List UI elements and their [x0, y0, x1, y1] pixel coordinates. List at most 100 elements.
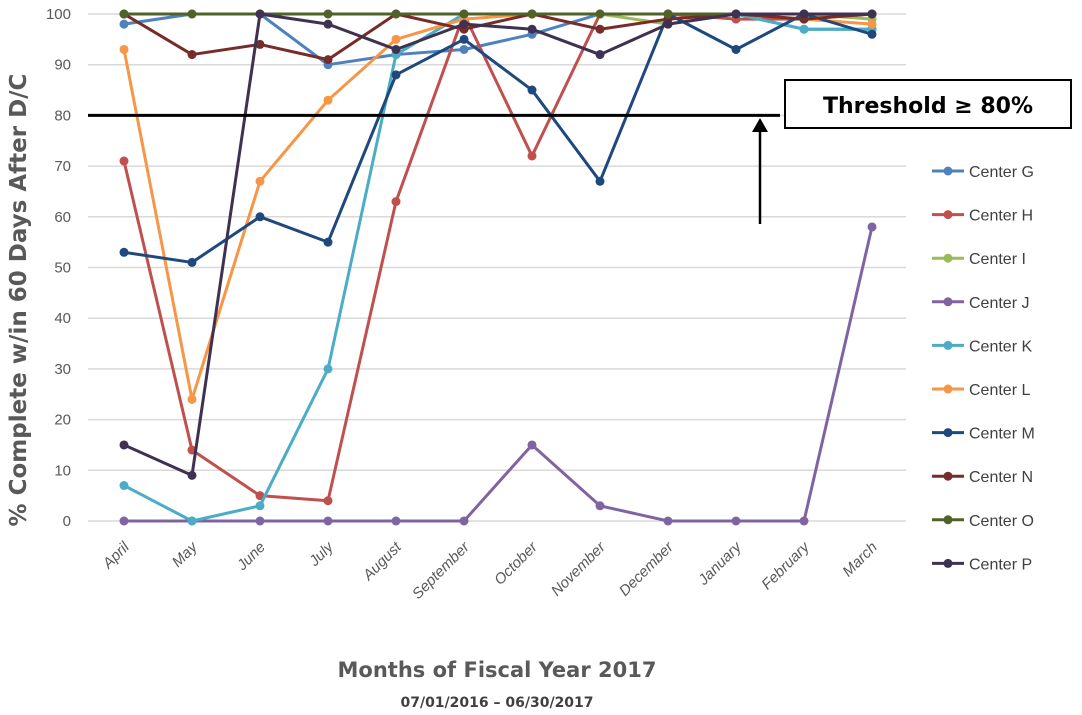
x-tick-label: March: [839, 539, 880, 580]
legend-label: Center L: [969, 382, 1030, 399]
legend-item: Center M: [932, 426, 1035, 443]
y-axis-label: % Complete w/in 60 Days After D/C: [6, 74, 32, 527]
data-point: [731, 516, 741, 526]
legend-label: Center K: [969, 338, 1032, 355]
legend-label: Center O: [969, 513, 1034, 530]
data-point: [187, 257, 197, 267]
legend-swatch-marker: [943, 340, 953, 350]
legend-item: Center G: [932, 164, 1034, 181]
data-point: [119, 44, 129, 54]
y-tick-label: 40: [54, 310, 71, 327]
data-point: [119, 9, 129, 19]
data-point: [391, 516, 401, 526]
data-point: [867, 222, 877, 232]
data-point: [187, 470, 197, 480]
y-axis-ticks: 0 10 20 30 40 50 60 70 80 90 100: [46, 6, 71, 530]
y-tick-label: 80: [54, 107, 71, 124]
legend: Center G Center H Center I Center J Center K…: [932, 164, 1035, 573]
data-point: [119, 247, 129, 257]
legend-label: Center H: [969, 208, 1033, 225]
y-tick-label: 30: [54, 361, 71, 378]
data-point: [391, 44, 401, 54]
data-point: [527, 151, 537, 161]
data-point: [323, 516, 333, 526]
x-tick-label: July: [305, 538, 338, 571]
y-tick-label: 50: [54, 260, 71, 277]
y-tick-label: 20: [54, 412, 71, 429]
data-point: [867, 9, 877, 19]
data-point: [595, 50, 605, 60]
x-axis-ticks: April May June July August September October No…: [99, 538, 881, 603]
y-tick-label: 60: [54, 209, 71, 226]
data-point: [595, 24, 605, 34]
legend-swatch-marker: [943, 297, 953, 307]
legend-label: Center N: [969, 469, 1033, 486]
legend-label: Center I: [969, 251, 1026, 268]
series-group: [119, 9, 877, 267]
data-point: [731, 44, 741, 54]
x-tick-label: April: [99, 538, 133, 572]
x-tick-label: September: [409, 538, 474, 603]
legend-swatch-marker: [943, 384, 953, 394]
y-tick-label: 90: [54, 57, 71, 74]
data-point: [187, 516, 197, 526]
legend-item: Center H: [932, 208, 1033, 225]
data-point: [867, 19, 877, 29]
data-point: [527, 85, 537, 95]
y-tick-label: 0: [63, 513, 71, 530]
data-point: [255, 516, 265, 526]
data-point: [187, 394, 197, 404]
data-point: [459, 516, 469, 526]
data-point: [323, 237, 333, 247]
data-point: [391, 9, 401, 19]
legend-swatch-marker: [943, 471, 953, 481]
data-point: [799, 9, 809, 19]
data-point: [255, 176, 265, 186]
data-point: [323, 364, 333, 374]
legend-label: Center G: [969, 164, 1034, 181]
series-line: [124, 226, 874, 523]
data-point: [459, 9, 469, 19]
legend-label: Center P: [969, 556, 1032, 573]
legend-item: Center L: [932, 382, 1030, 399]
x-tick-label: December: [616, 538, 678, 600]
data-point: [595, 9, 605, 19]
legend-item: Center N: [932, 469, 1033, 486]
data-point: [119, 481, 129, 491]
series-line: [122, 12, 873, 503]
data-point: [731, 9, 741, 19]
legend-item: Center O: [932, 513, 1034, 530]
data-point: [119, 440, 129, 450]
data-point: [323, 19, 333, 29]
data-point: [595, 176, 605, 186]
x-tick-label: February: [758, 538, 814, 594]
data-point: [391, 34, 401, 44]
data-point: [459, 44, 469, 54]
data-point: [527, 440, 537, 450]
x-tick-label: October: [491, 538, 541, 588]
data-point: [323, 55, 333, 65]
data-point: [595, 501, 605, 511]
legend-swatch-marker: [943, 166, 953, 176]
data-point: [255, 9, 265, 19]
x-tick-label: June: [233, 539, 269, 575]
data-point: [391, 197, 401, 207]
series-group: [119, 9, 877, 506]
threshold-label: Threshold ≥ 80%: [823, 94, 1033, 119]
data-point: [867, 29, 877, 39]
data-point: [119, 516, 129, 526]
data-point: [119, 156, 129, 166]
data-point: [527, 9, 537, 19]
legend-label: Center J: [969, 295, 1029, 312]
data-point: [799, 516, 809, 526]
x-tick-label: November: [548, 538, 610, 600]
data-point: [255, 39, 265, 49]
data-point: [323, 496, 333, 506]
data-point: [187, 9, 197, 19]
data-point: [255, 212, 265, 222]
data-point: [799, 24, 809, 34]
threshold-arrow-head: [752, 118, 768, 132]
legend-label: Center M: [969, 426, 1035, 443]
x-tick-label: August: [359, 538, 405, 584]
data-point: [119, 19, 129, 29]
